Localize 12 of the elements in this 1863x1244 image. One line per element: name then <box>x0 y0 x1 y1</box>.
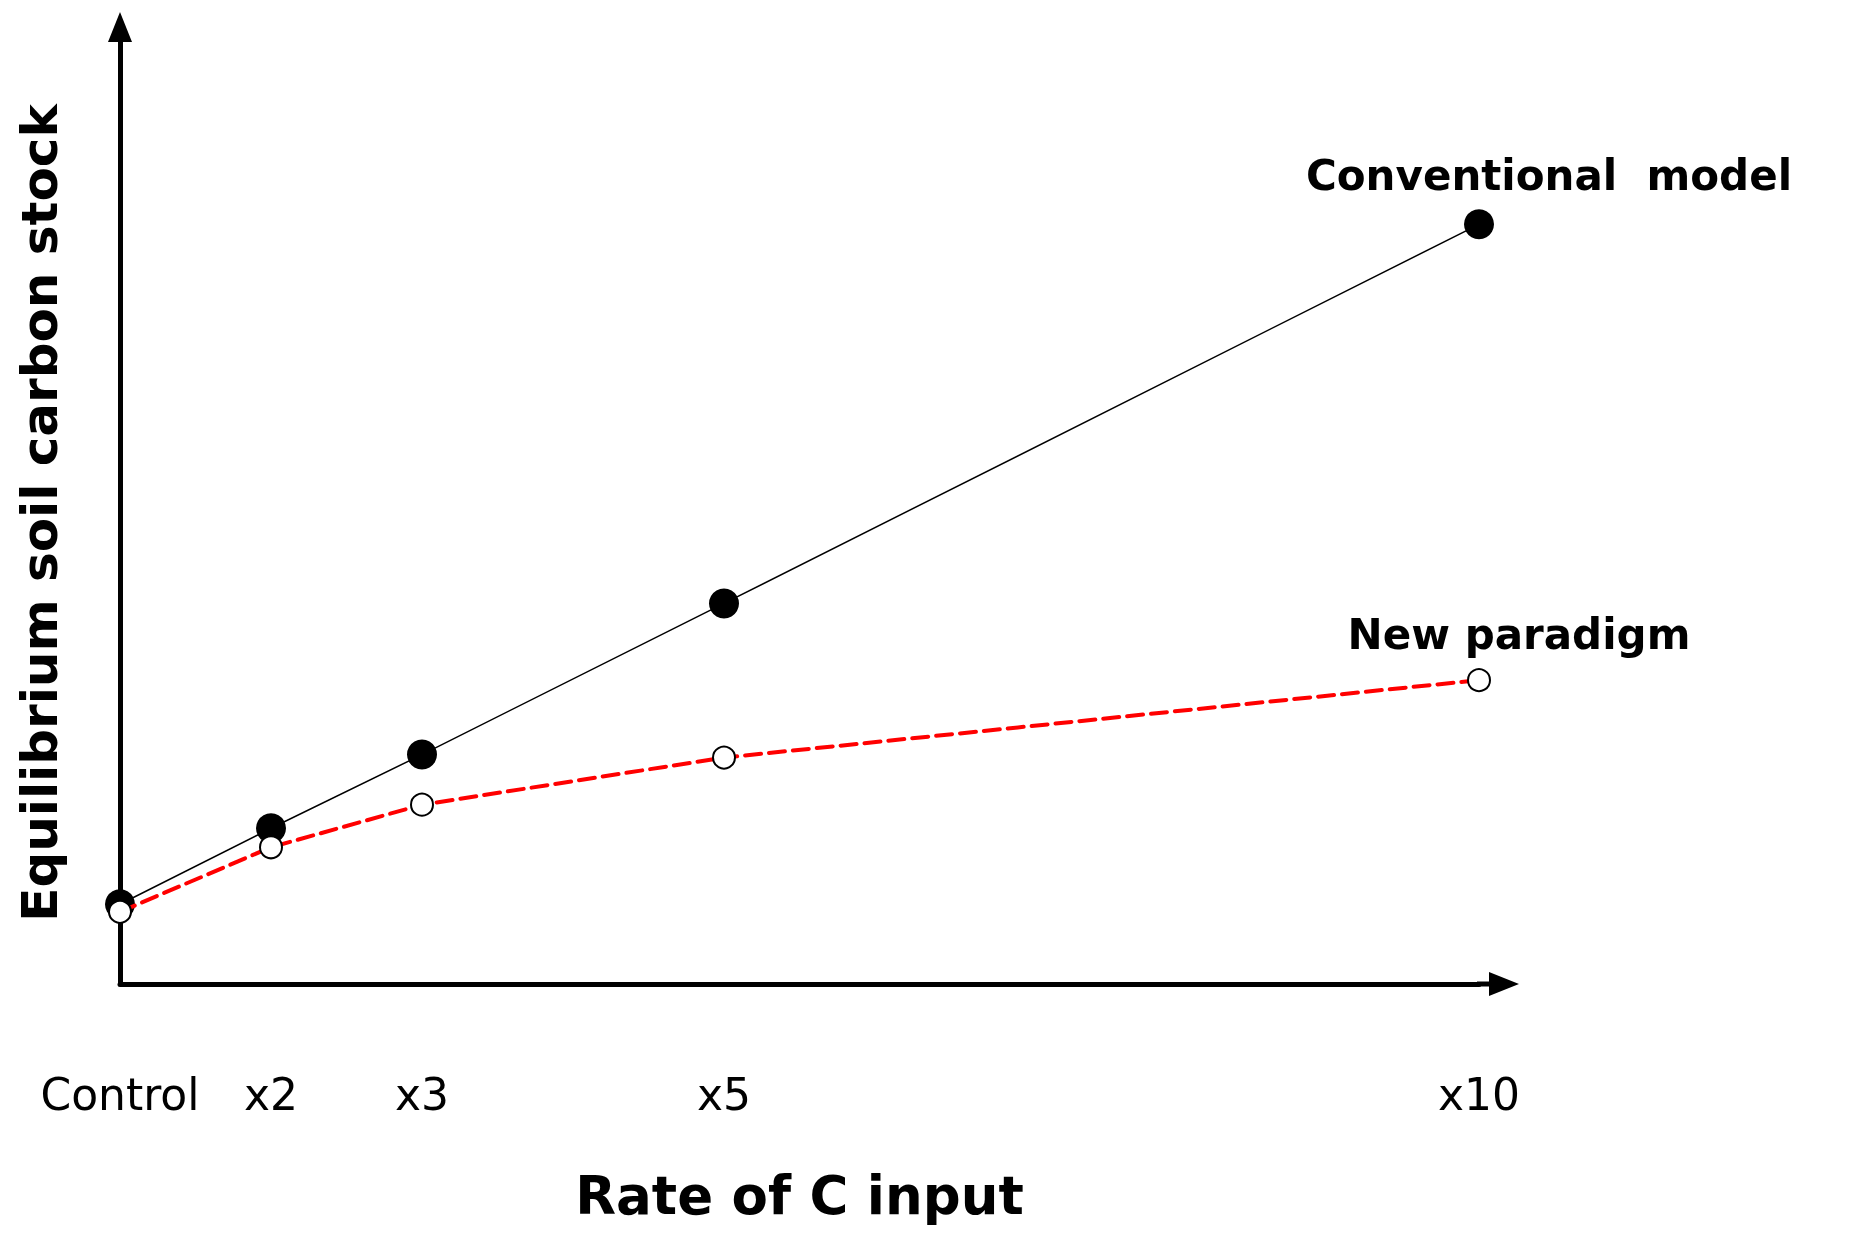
x-tick-label: x3 <box>394 1068 450 1120</box>
y-axis-title: Equilibrium soil carbon stock <box>11 102 69 922</box>
point <box>709 588 739 619</box>
x-tick-label: x10 <box>1437 1068 1521 1120</box>
x-axis-title: Rate of C input <box>575 1165 1024 1226</box>
x-tick-label: x2 <box>243 1068 299 1120</box>
x-tick-label: Control <box>40 1068 200 1120</box>
point <box>407 739 437 770</box>
point <box>1464 209 1494 240</box>
series-label: New paradigm <box>1347 609 1691 659</box>
x-tick-label: x5 <box>696 1068 752 1120</box>
series-label: Conventional model <box>1305 150 1793 200</box>
